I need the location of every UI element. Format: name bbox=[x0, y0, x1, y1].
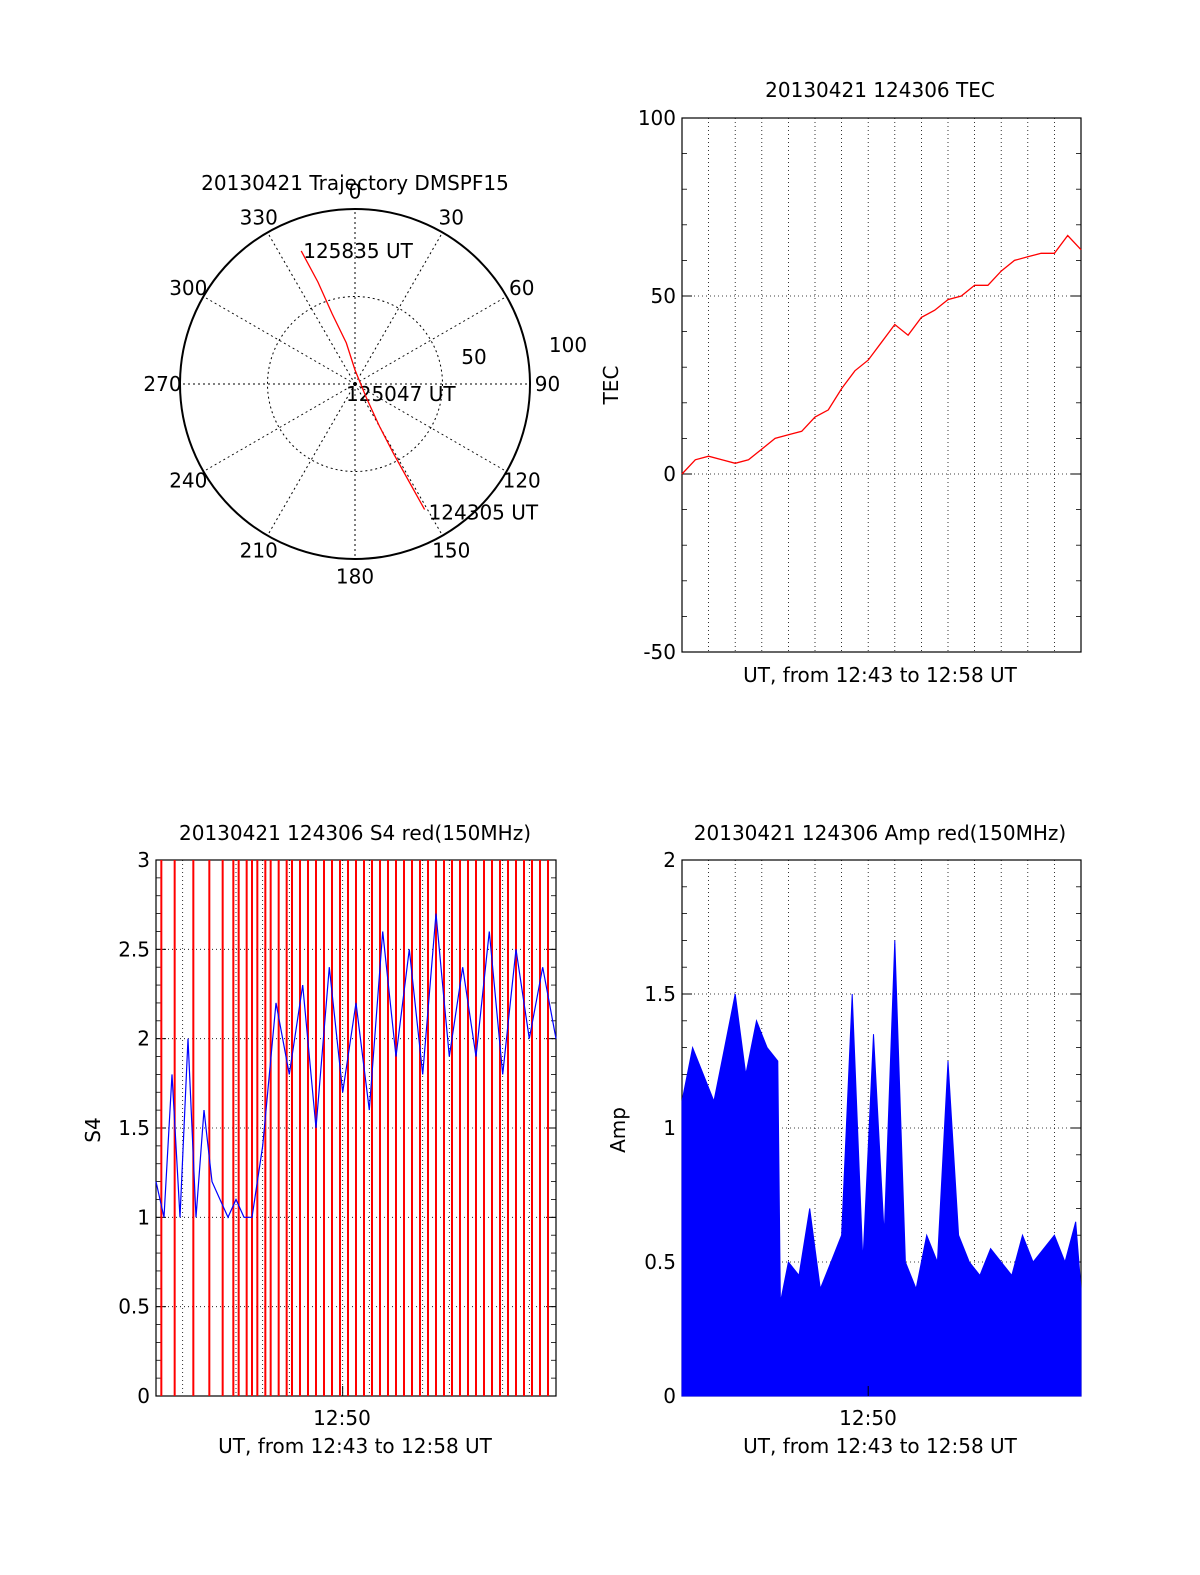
tec-title: 20130421 124306 TEC bbox=[765, 78, 995, 102]
s4-xtick-label: 12:50 bbox=[313, 1406, 371, 1430]
amp-ytick-label: 1 bbox=[663, 1116, 676, 1140]
polar-azimuth-label: 180 bbox=[336, 565, 374, 589]
polar-spoke bbox=[354, 383, 443, 536]
s4-ytick-label: 0 bbox=[137, 1384, 150, 1408]
trajectory-line bbox=[300, 250, 426, 510]
tec-ytick-label: 0 bbox=[663, 462, 676, 486]
amp-ytick-label: 2 bbox=[663, 848, 676, 872]
s4-ytick-label: 3 bbox=[137, 848, 150, 872]
trajectory-time-label: 124305 UT bbox=[429, 501, 539, 525]
polar-spoke bbox=[354, 296, 507, 385]
polar-azimuth-label: 270 bbox=[143, 372, 181, 396]
tec-ytick-label: -50 bbox=[643, 640, 676, 664]
amp-xtick-label: 12:50 bbox=[839, 1406, 897, 1430]
polar-title: 20130421 Trajectory DMSPF15 bbox=[201, 171, 509, 195]
amp-chart: 20130421 124306 Amp red(150MHz) Amp 12:5… bbox=[606, 821, 1082, 1458]
s4-ytick-label: 1.5 bbox=[118, 1116, 150, 1140]
s4-ylabel: S4 bbox=[81, 1117, 105, 1142]
polar-radial-label: 50 bbox=[461, 345, 486, 369]
polar-trajectory-chart: 20130421 Trajectory DMSPF15 0 30 60 90 120 15… bbox=[143, 171, 587, 589]
tec-xlabel: UT, from 12:43 to 12:58 UT bbox=[743, 663, 1018, 687]
polar-azimuth-label: 240 bbox=[169, 468, 207, 492]
polar-azimuth-label: 60 bbox=[509, 276, 534, 300]
polar-azimuth-label: 150 bbox=[432, 539, 470, 563]
s4-ytick-label: 1 bbox=[137, 1205, 150, 1229]
amp-ytick-label: 0.5 bbox=[644, 1250, 676, 1274]
polar-outer-circle bbox=[179, 208, 531, 560]
s4-ytick-label: 0.5 bbox=[118, 1295, 150, 1319]
s4-chart: 20130421 124306 S4 red(150MHz) S4 12:50 … bbox=[81, 821, 557, 1458]
amp-ytick-label: 1.5 bbox=[644, 982, 676, 1006]
s4-title: 20130421 124306 S4 red(150MHz) bbox=[179, 821, 531, 845]
s4-ytick-label: 2 bbox=[137, 1027, 150, 1051]
amp-area bbox=[681, 940, 1082, 1397]
polar-spoke bbox=[267, 232, 356, 385]
polar-azimuth-label: 120 bbox=[503, 468, 541, 492]
polar-inner-circle bbox=[267, 296, 443, 472]
tec-ylabel: TEC bbox=[599, 366, 623, 406]
amp-ytick-label: 0 bbox=[663, 1384, 676, 1408]
s4-blue-line bbox=[155, 913, 557, 1219]
amp-title: 20130421 124306 Amp red(150MHz) bbox=[694, 821, 1066, 845]
polar-spoke bbox=[203, 383, 356, 472]
polar-azimuth-label: 90 bbox=[535, 372, 560, 396]
tec-frame bbox=[681, 117, 1082, 653]
polar-azimuth-label: 30 bbox=[439, 205, 464, 229]
polar-azimuth-label: 210 bbox=[240, 539, 278, 563]
tec-ytick-label: 100 bbox=[638, 106, 676, 130]
tec-chart: 20130421 124306 TEC TEC UT, from 12:43 t… bbox=[599, 78, 1082, 687]
s4-ytick-label: 2.5 bbox=[118, 937, 150, 961]
tec-ytick-label: 50 bbox=[651, 284, 676, 308]
s4-xlabel: UT, from 12:43 to 12:58 UT bbox=[218, 1434, 493, 1458]
polar-azimuth-label: 0 bbox=[349, 180, 362, 204]
trajectory-time-label: 125835 UT bbox=[303, 239, 413, 263]
polar-azimuth-label: 330 bbox=[240, 205, 278, 229]
polar-spoke bbox=[354, 383, 507, 472]
polar-azimuth-label: 300 bbox=[169, 276, 207, 300]
tec-line bbox=[681, 234, 1082, 475]
polar-spoke bbox=[203, 296, 356, 385]
polar-spoke bbox=[354, 232, 443, 385]
trajectory-time-label: 125047 UT bbox=[346, 382, 456, 406]
polar-spoke bbox=[267, 383, 356, 536]
amp-ylabel: Amp bbox=[606, 1107, 630, 1153]
polar-radial-label: 100 bbox=[549, 333, 587, 357]
amp-xlabel: UT, from 12:43 to 12:58 UT bbox=[743, 1434, 1018, 1458]
